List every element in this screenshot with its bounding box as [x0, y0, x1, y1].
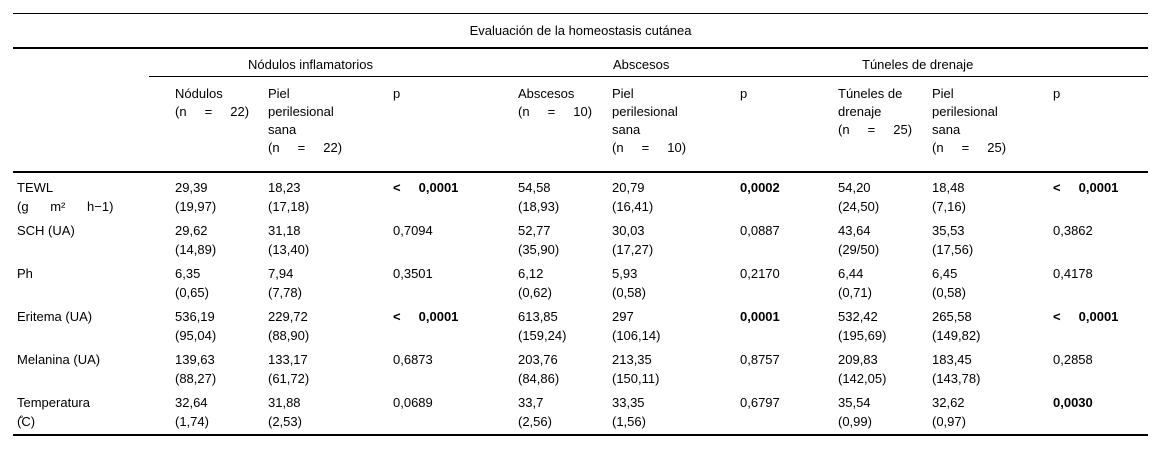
- value-cell: 30,03 (17,27): [612, 223, 654, 257]
- value-cell: 20,79 (16,41): [612, 180, 654, 214]
- table-title: Evaluación de la homeostasis cutánea: [469, 23, 692, 38]
- p-value-cell: 0,0030: [1053, 395, 1093, 410]
- p-value-cell: < 0,0001: [1053, 180, 1119, 195]
- table-row: Temperatura (̊C) 32,64 (1,74) 31,88 (2,53)…: [13, 388, 1148, 431]
- group-header-row: Nódulos inflamatorios Abscesos Túneles de …: [13, 49, 1148, 77]
- group-header-spacer: [13, 56, 175, 73]
- value-cell: 31,88 (2,53): [268, 395, 302, 429]
- value-cell: 7,94 (7,78): [268, 266, 302, 300]
- column-header-p-2: p: [740, 86, 748, 101]
- value-cell: 139,63 (88,27): [175, 352, 217, 386]
- value-cell: 6,35 (0,65): [175, 266, 209, 300]
- value-cell: 43,64 (29/50): [838, 223, 880, 257]
- value-cell: 213,35 (150,11): [612, 352, 660, 386]
- p-value-cell: < 0,0001: [393, 180, 459, 195]
- table-row: Ph 6,35 (0,65) 7,94 (7,78) 0,3501 6,12 (0,62…: [13, 259, 1148, 302]
- row-label: Eritema (UA): [17, 309, 93, 324]
- value-cell: 32,64 (1,74): [175, 395, 209, 429]
- column-header-3: Túneles de drenaje (n = 25): [838, 86, 913, 137]
- value-cell: 203,76 (84,86): [518, 352, 560, 386]
- value-cell: 32,62 (0,97): [932, 395, 966, 429]
- p-value-cell: < 0,0001: [1053, 309, 1119, 324]
- value-cell: 183,45 (143,78): [932, 352, 981, 386]
- value-cell: 29,62 (14,89): [175, 223, 217, 257]
- p-value-cell: 0,3501: [393, 266, 433, 281]
- value-cell: 35,54 (0,99): [838, 395, 872, 429]
- p-value-cell: 0,7094: [393, 223, 433, 238]
- homeostasis-table: Evaluación de la homeostasis cutánea Nód…: [13, 13, 1148, 436]
- p-value-cell: 0,0689: [393, 395, 433, 410]
- table-row: TEWL (g m² h−1) 29,39 (19,97) 18,23 (17,18…: [13, 173, 1148, 216]
- value-cell: 6,44 (0,71): [838, 266, 872, 300]
- p-value-cell: 0,3862: [1053, 223, 1093, 238]
- column-header-1: Piel perilesional sana (n = 22): [268, 86, 343, 155]
- table-row: SCH (UA) 29,62 (14,89) 31,18 (13,40) 0,7094…: [13, 216, 1148, 259]
- value-cell: 265,58 (149,82): [932, 309, 981, 343]
- p-value-cell: 0,4178: [1053, 266, 1093, 281]
- value-cell: 54,20 (24,50): [838, 180, 880, 214]
- group-header-3: Túneles de drenaje: [862, 57, 974, 72]
- value-cell: 35,53 (17,56): [932, 223, 974, 257]
- value-cell: 613,85 (159,24): [518, 309, 567, 343]
- column-header-p-1: p: [393, 86, 401, 101]
- table-title-row: Evaluación de la homeostasis cutánea: [13, 14, 1148, 49]
- p-value-cell: 0,2858: [1053, 352, 1093, 367]
- p-value-cell: 0,8757: [740, 352, 780, 367]
- p-value-cell: 0,2170: [740, 266, 780, 281]
- value-cell: 133,17 (61,72): [268, 352, 310, 386]
- group-header-2: Abscesos: [613, 57, 670, 72]
- table-body: TEWL (g m² h−1) 29,39 (19,97) 18,23 (17,18…: [13, 173, 1148, 436]
- value-cell: 18,23 (17,18): [268, 180, 310, 214]
- column-header-spacer: [13, 85, 175, 157]
- value-cell: 6,12 (0,62): [518, 266, 552, 300]
- value-cell: 532,42 (195,69): [838, 309, 887, 343]
- p-value-cell: 0,6797: [740, 395, 780, 410]
- value-cell: 33,7 (2,56): [518, 395, 552, 429]
- row-label: SCH (UA): [17, 223, 75, 238]
- column-header-3: Piel perilesional sana (n = 25): [932, 86, 1007, 155]
- p-value-cell: 0,0887: [740, 223, 780, 238]
- value-cell: 33,35 (1,56): [612, 395, 646, 429]
- p-value-cell: < 0,0001: [393, 309, 459, 324]
- column-header-row: Nódulos (n = 22) Piel perilesional sana (…: [13, 77, 1148, 173]
- table-row: Melanina (UA) 139,63 (88,27) 133,17 (61,72…: [13, 345, 1148, 388]
- row-label: Temperatura (̊C): [17, 395, 90, 429]
- p-value-cell: 0,0002: [740, 180, 780, 195]
- value-cell: 536,19 (95,04): [175, 309, 217, 343]
- row-label: TEWL (g m² h−1): [17, 180, 114, 214]
- p-value-cell: 0,0001: [740, 309, 780, 324]
- group-header-1: Nódulos inflamatorios: [248, 57, 374, 72]
- column-header-2: Piel perilesional sana (n = 10): [612, 86, 687, 155]
- value-cell: 52,77 (35,90): [518, 223, 560, 257]
- value-cell: 18,48 (7,16): [932, 180, 966, 214]
- value-cell: 229,72 (88,90): [268, 309, 310, 343]
- row-label: Ph: [17, 266, 33, 281]
- value-cell: 5,93 (0,58): [612, 266, 646, 300]
- value-cell: 297 (106,14): [612, 309, 661, 343]
- table-row: Eritema (UA) 536,19 (95,04) 229,72 (88,90)…: [13, 302, 1148, 345]
- column-header-p-3: p: [1053, 86, 1061, 101]
- column-header-2: Abscesos (n = 10): [518, 86, 593, 119]
- value-cell: 6,45 (0,58): [932, 266, 966, 300]
- value-cell: 54,58 (18,93): [518, 180, 560, 214]
- value-cell: 209,83 (142,05): [838, 352, 887, 386]
- value-cell: 29,39 (19,97): [175, 180, 217, 214]
- p-value-cell: 0,6873: [393, 352, 433, 367]
- value-cell: 31,18 (13,40): [268, 223, 310, 257]
- row-label: Melanina (UA): [17, 352, 101, 367]
- column-header-1: Nódulos (n = 22): [175, 86, 250, 119]
